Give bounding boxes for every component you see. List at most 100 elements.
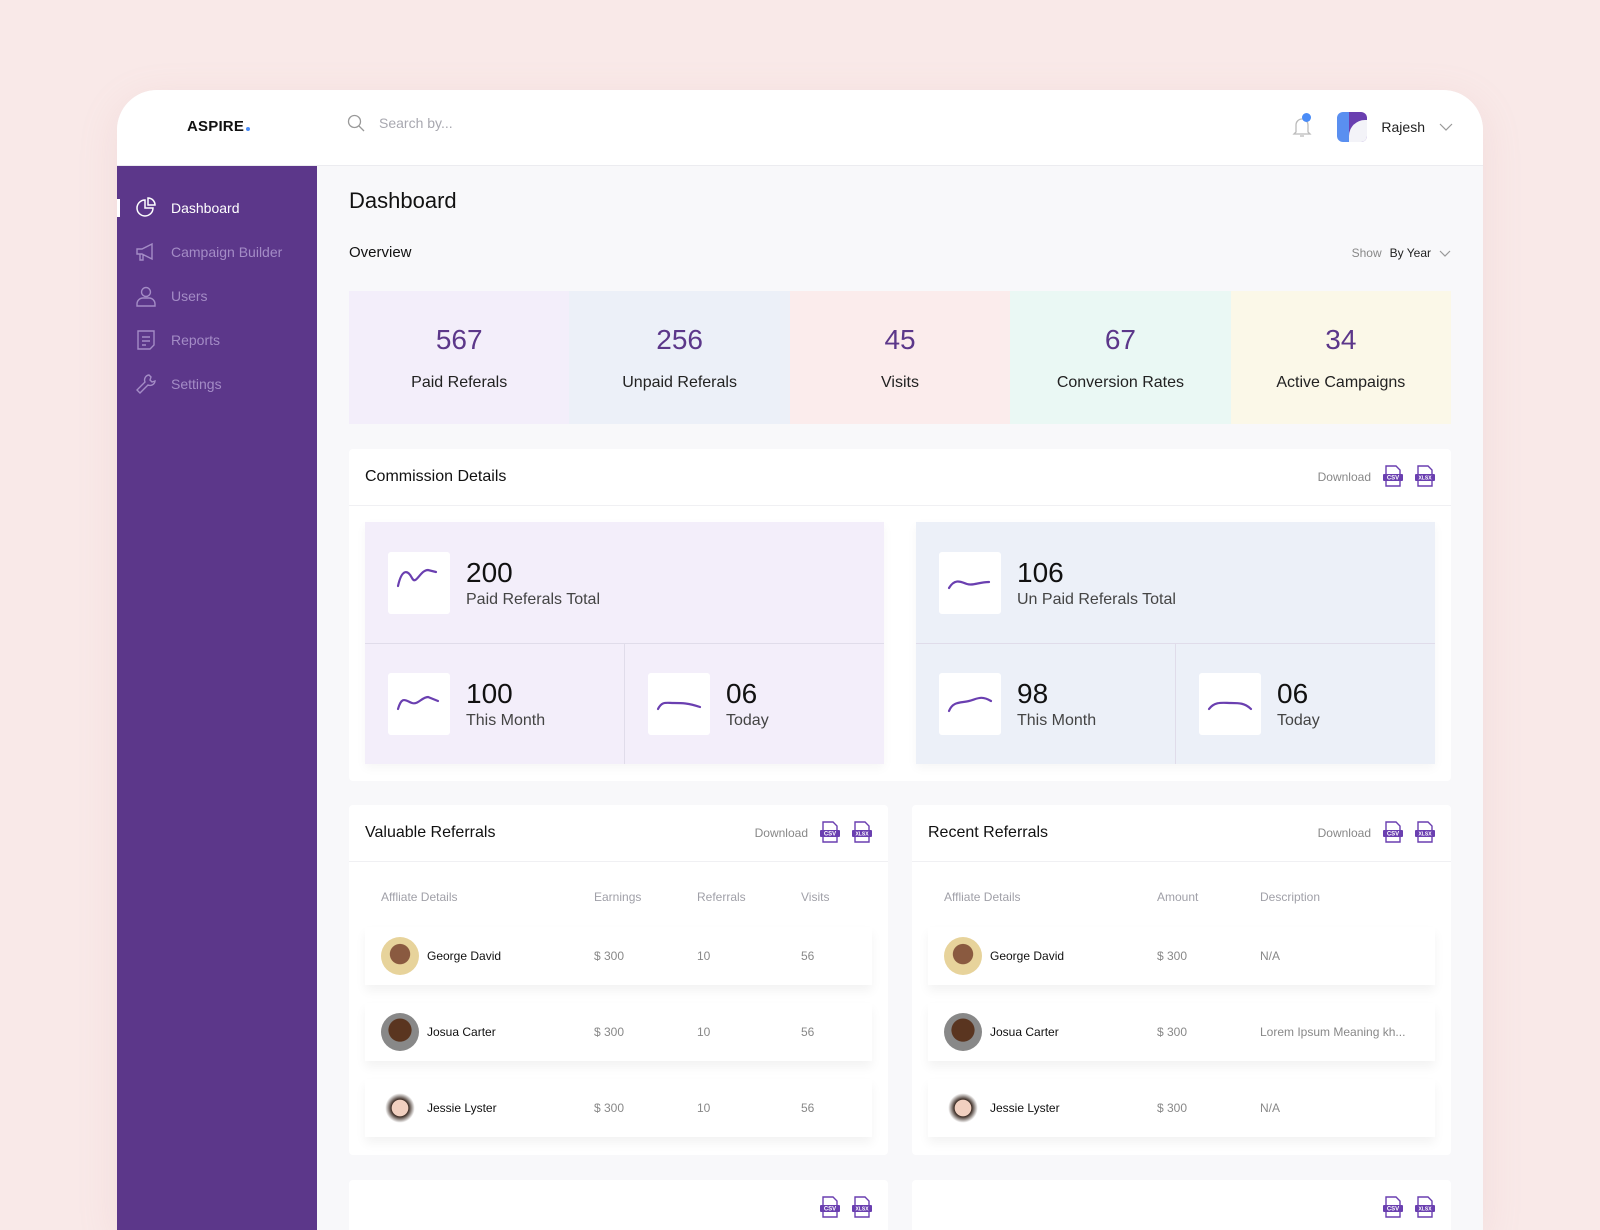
table-header: Affliate Details Earnings Referrals Visits [349,862,888,916]
description-cell: N/A [1260,1101,1281,1115]
sparkline-icon [648,673,710,735]
referrals-cell: 10 [697,1025,711,1039]
sidebar-item-settings[interactable]: Settings [117,362,317,406]
svg-text:CSV: CSV [824,1206,836,1212]
xlsx-download-icon[interactable]: XLSX [852,820,872,846]
table-row[interactable]: George David $ 300 10 56 [365,927,872,985]
svg-text:CSV: CSV [1387,831,1399,837]
avatar [381,937,419,975]
csv-download-icon[interactable]: CSV [1383,1195,1403,1221]
column-header: Affliate Details [944,890,1021,904]
sidebar-item-dashboard[interactable]: Dashboard [117,186,317,230]
sparkline-icon [1199,673,1261,735]
sparkline-icon [939,673,1001,735]
stat-label: Unpaid Referals [622,373,737,391]
svg-text:XLSX: XLSX [855,831,869,837]
stat-value: 34 [1325,323,1357,355]
table-row[interactable]: Jessie Lyster $ 300 N/A [928,1079,1435,1137]
notification-button[interactable] [1291,113,1313,139]
xlsx-download-icon[interactable]: XLSX [1415,464,1435,490]
xlsx-download-icon[interactable]: XLSX [1415,1195,1435,1221]
section-title: Overview [349,244,412,261]
stat-label: Active Campaigns [1276,373,1406,391]
affiliate-name: Jessie Lyster [427,1101,497,1115]
additional-card: CSV XLSX [912,1180,1451,1230]
paid-referrals-box: 200 Paid Referals Total 100 This Month 06 T… [365,522,884,764]
notification-dot [1302,113,1312,122]
column-header: Description [1260,890,1321,904]
commission-details-card: Commission Details Download CSV XLSX 200 Pa… [349,449,1451,781]
stat-card: 67 Conversion Rates [1010,291,1231,424]
main-content: Dashboard Overview Show By Year 567 Paid R… [317,166,1483,1230]
description-cell: N/A [1260,949,1281,963]
sidebar-item-campaign-builder[interactable]: Campaign Builder [117,230,317,274]
page-title: Dashboard [349,188,457,213]
affiliate-name: Josua Carter [427,1025,496,1039]
csv-download-icon[interactable]: CSV [1383,820,1403,846]
affiliate-name: George David [990,949,1065,963]
search-icon [347,114,365,132]
sidebar: Dashboard Campaign Builder Users Reports… [117,166,317,1230]
unpaid-referrals-box: 106 Un Paid Referals Total 98 This Month 0… [916,522,1435,764]
avatar [381,1013,419,1051]
xlsx-download-icon[interactable]: XLSX [852,1195,872,1221]
stat-card: 45 Visits [789,291,1011,424]
table-row[interactable]: Josua Carter $ 300 10 56 [365,1003,872,1061]
earnings-cell: $ 300 [594,949,625,963]
period-select[interactable]: Show By Year [1352,246,1451,260]
svg-text:CSV: CSV [824,831,836,837]
stat-label: Paid Referals [411,373,508,391]
stat-card: 34 Active Campaigns [1230,291,1452,424]
app-window: ASPIRE Rajesh Dashboard Campaign Builder… [117,90,1483,1230]
svg-text:XLSX: XLSX [1418,475,1432,481]
column-header: Referrals [697,890,746,904]
logo-dot [246,127,251,131]
stat-card: 567 Paid Referals [349,291,570,424]
affiliate-name: George David [427,949,502,963]
sparkline-icon [388,551,450,614]
amount-cell: $ 300 [1157,1101,1188,1115]
stat-card: 256 Unpaid Referals [569,291,790,424]
earnings-cell: $ 300 [594,1025,625,1039]
xlsx-download-icon[interactable]: XLSX [1415,820,1435,846]
table-row[interactable]: George David $ 300 N/A [928,927,1435,985]
svg-text:CSV: CSV [1387,475,1399,481]
stat-label: Visits [881,373,919,391]
user-avatar[interactable] [1337,112,1368,142]
search-input[interactable] [379,115,679,131]
avatar [944,1013,982,1051]
svg-text:XLSX: XLSX [1418,831,1432,837]
table-row[interactable]: Jessie Lyster $ 300 10 56 [365,1079,872,1137]
amount-cell: $ 300 [1157,949,1188,963]
top-header: ASPIRE Rajesh [117,90,1483,166]
svg-text:XLSX: XLSX [1418,1206,1432,1212]
document-icon [137,330,155,350]
logo[interactable]: ASPIRE [187,118,251,135]
affiliate-name: Josua Carter [990,1025,1059,1039]
wrench-icon [136,374,156,394]
column-header: Affliate Details [381,890,458,904]
csv-download-icon[interactable]: CSV [820,820,840,846]
sidebar-item-users[interactable]: Users [117,274,317,318]
csv-download-icon[interactable]: CSV [1383,464,1403,490]
referrals-cell: 10 [697,949,711,963]
stat-label: Conversion Rates [1056,373,1184,391]
avatar [944,1089,982,1127]
additional-card: CSV XLSX [349,1180,888,1230]
sparkline-icon [939,551,1001,614]
csv-download-icon[interactable]: CSV [820,1195,840,1221]
svg-text:XLSX: XLSX [855,1206,869,1212]
column-header: Earnings [594,890,642,904]
svg-text:CSV: CSV [1387,1206,1399,1212]
table-row[interactable]: Josua Carter $ 300 Lorem Ipsum Meaning kh.… [928,1003,1435,1061]
earnings-cell: $ 300 [594,1101,625,1115]
avatar [381,1089,419,1127]
pie-chart-icon [136,197,156,217]
sidebar-item-reports[interactable]: Reports [117,318,317,362]
sparkline-icon [388,673,450,735]
description-cell: Lorem Ipsum Meaning kh... [1260,1025,1406,1039]
chevron-down-icon[interactable] [1439,123,1453,131]
affiliate-name: Jessie Lyster [990,1101,1060,1115]
valuable-referrals-card: Valuable Referrals Download CSV XLSX Affli… [349,805,888,1155]
user-name[interactable]: Rajesh [1381,119,1425,135]
